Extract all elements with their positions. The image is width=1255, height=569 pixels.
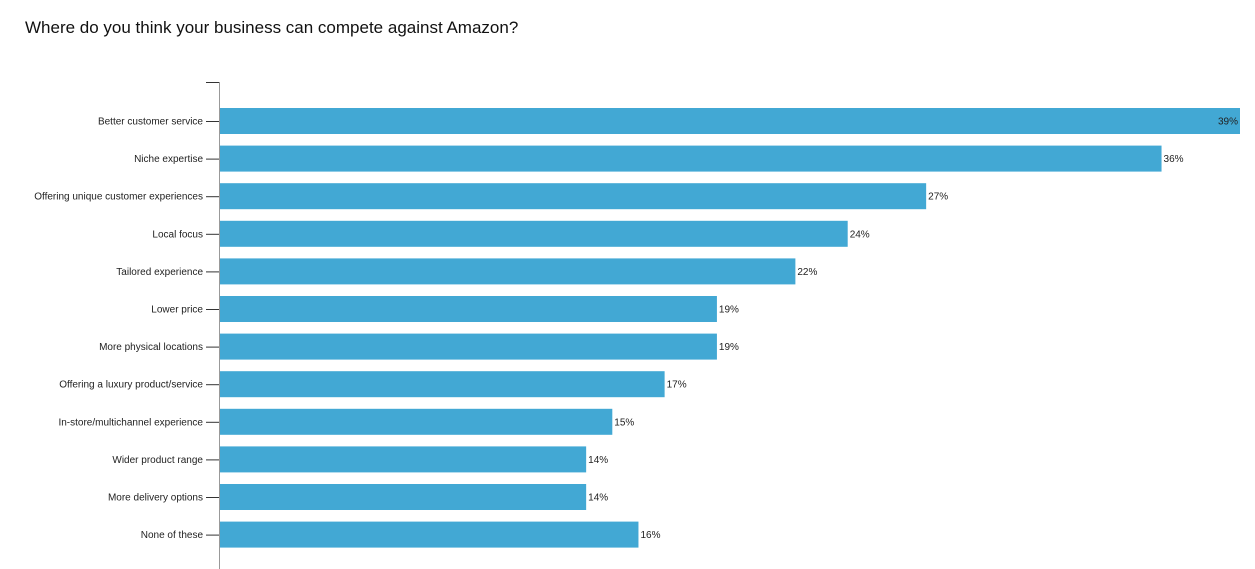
category-label: Better customer service: [98, 117, 203, 128]
bar: [220, 408, 613, 435]
value-label: 14%: [588, 455, 608, 466]
bar: [220, 333, 717, 360]
category-label: Offering a luxury product/service: [59, 380, 203, 391]
category-label: Tailored experience: [116, 267, 203, 278]
value-label: 22%: [797, 267, 817, 278]
category-label: Wider product range: [112, 455, 203, 466]
bar: [220, 446, 587, 473]
category-label: More delivery options: [108, 493, 203, 504]
category-label: More physical locations: [99, 342, 203, 353]
category-label: Lower price: [151, 305, 203, 316]
bar: [220, 258, 796, 285]
chart-title: Where do you think your business can com…: [25, 18, 519, 37]
category-label: Niche expertise: [134, 154, 203, 165]
bar: [220, 296, 717, 322]
bar: [220, 484, 587, 510]
value-label: 19%: [719, 305, 739, 316]
value-label: 14%: [588, 493, 608, 504]
value-label: 27%: [928, 192, 948, 203]
category-label: Local focus: [152, 229, 203, 240]
bar: [220, 521, 639, 548]
value-label: 39%: [1218, 117, 1238, 128]
category-label: In-store/multichannel experience: [58, 417, 203, 428]
category-label: None of these: [141, 530, 204, 541]
category-label: Offering unique customer experiences: [34, 192, 203, 203]
value-label: 19%: [719, 342, 739, 353]
value-label: 15%: [614, 417, 634, 428]
bar: [220, 108, 1240, 134]
value-label: 36%: [1164, 154, 1184, 165]
bar: [220, 183, 927, 210]
value-label: 24%: [850, 229, 870, 240]
value-label: 17%: [667, 380, 687, 391]
value-label: 16%: [640, 530, 660, 541]
bar: [220, 371, 665, 398]
bar: [220, 220, 848, 247]
bar: [220, 145, 1162, 172]
